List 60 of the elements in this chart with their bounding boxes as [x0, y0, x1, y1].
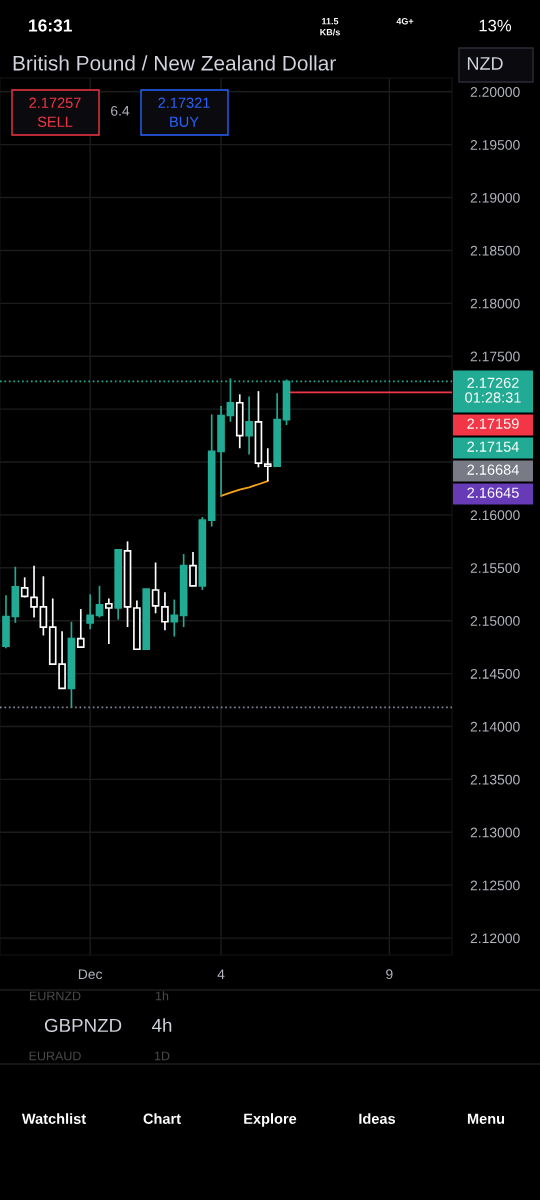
- y-tick-label: 2.18500: [470, 245, 520, 256]
- y-tick-label: 2.19000: [470, 192, 520, 203]
- candlestick: [86, 593, 94, 631]
- annotation: 2.17321: [158, 97, 210, 108]
- candlestick: [76, 608, 85, 648]
- text: Explore: [244, 1113, 297, 1127]
- y-tick-label: 2.15500: [470, 563, 520, 573]
- candlestick: [151, 561, 160, 615]
- candlestick: [39, 575, 48, 637]
- y-tick-label: 2.15000: [470, 616, 520, 626]
- annotation: 6.4: [111, 105, 130, 116]
- candlestick: [245, 395, 253, 456]
- text: 1D: [154, 1051, 170, 1061]
- x-tick-label: Dec: [78, 969, 103, 980]
- y-tick-label: 2.13000: [470, 827, 520, 838]
- x-tick-label: 9: [386, 969, 393, 980]
- text: 2.16684: [467, 464, 519, 475]
- candlestick: [189, 551, 197, 587]
- annotation: 2.17257: [29, 97, 81, 108]
- text: 2.17154: [467, 441, 519, 452]
- ref-line-label: 2.17159: [467, 418, 519, 429]
- text: 13%: [479, 19, 512, 32]
- text: Chart: [143, 1113, 181, 1124]
- y-tick-label: 2.13500: [470, 774, 520, 785]
- candlestick: [263, 447, 272, 482]
- annotation: BUY: [170, 116, 199, 127]
- candlestick: [161, 591, 169, 632]
- y-tick-label: 2.19500: [470, 139, 520, 150]
- x-tick-label: 4: [217, 969, 225, 979]
- candlestick: [30, 564, 38, 619]
- text: 16:31: [29, 19, 72, 32]
- text: Menu: [467, 1113, 505, 1124]
- text: Ideas: [359, 1113, 396, 1124]
- y-tick-label: 2.20000: [470, 87, 520, 97]
- text: 2.16645: [467, 487, 519, 498]
- candlestick: [226, 377, 235, 423]
- y-tick-label: 2.12500: [470, 880, 520, 891]
- text: 4h: [152, 1018, 172, 1032]
- y-tick-label: 2.17500: [470, 351, 520, 362]
- y-tick-label: 2.16000: [470, 510, 520, 521]
- chart-title: British Pound / New Zealand Dollar: [13, 55, 336, 71]
- candlestick: [95, 584, 104, 619]
- text: KB/s: [320, 28, 340, 36]
- text: 1h: [156, 991, 169, 1001]
- ref-line-label: 2.17262 01:28:31: [465, 377, 521, 403]
- text: Watchlist: [21, 1113, 86, 1124]
- text: EURNZD: [29, 991, 81, 1001]
- annotation: SELL: [37, 116, 73, 127]
- text: 4G+: [396, 18, 414, 25]
- candlestick: [105, 597, 113, 645]
- y-tick-label: 2.14500: [470, 668, 520, 679]
- text: NZD: [467, 57, 503, 70]
- line-series: [220, 480, 269, 497]
- text: 11.5: [322, 18, 339, 25]
- text: GBPNZD: [44, 1018, 122, 1033]
- y-tick-label: 2.14000: [470, 721, 520, 732]
- y-tick-label: 2.12000: [470, 933, 520, 944]
- candlestick: [170, 598, 179, 638]
- text: EURAUD: [29, 1051, 81, 1061]
- y-tick-label: 2.18000: [470, 298, 520, 309]
